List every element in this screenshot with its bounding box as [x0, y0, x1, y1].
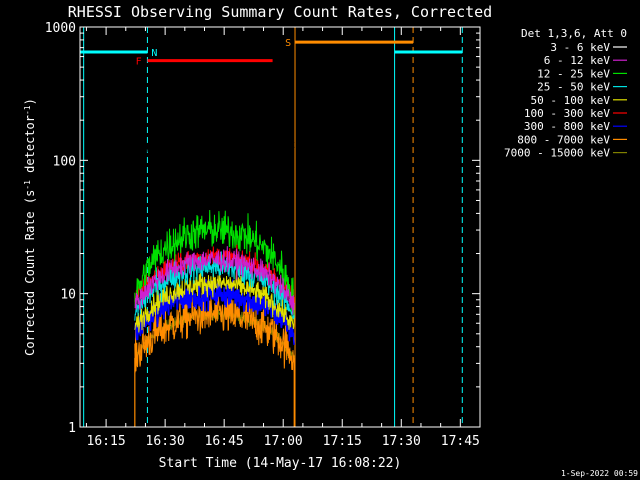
y-tick-label: 10	[60, 288, 76, 303]
footer-timestamp: 1-Sep-2022 00:59	[561, 469, 638, 478]
x-axis-label: Start Time (14-May-17 16:08:22)	[159, 456, 402, 471]
axes: 16:15 16:30 16:45 17:00 17:15 17:30 17:45 1 10 10…	[45, 21, 481, 449]
plot-area: NF S	[80, 27, 463, 427]
legend-label: 100 - 300 keV	[524, 107, 610, 120]
legend-label: 50 - 100 keV	[531, 94, 611, 107]
y-tick-label: 1	[68, 421, 76, 436]
x-tick-label: 17:00	[264, 434, 303, 449]
x-tick-label: 16:45	[205, 434, 244, 449]
legend-label: 7000 - 15000 keV	[504, 147, 610, 160]
x-tick-label: 16:30	[146, 434, 185, 449]
series-line	[134, 278, 295, 345]
flag-label-F: F	[136, 57, 142, 68]
legend-label: 6 - 12 keV	[544, 54, 611, 67]
chart-title: RHESSI Observing Summary Count Rates, Co…	[68, 3, 492, 21]
y-tick-label: 1000	[45, 21, 76, 36]
series-line	[134, 246, 295, 315]
y-axis-label-part: )	[23, 98, 37, 105]
series-line	[134, 288, 295, 373]
y-axis-label-superscript: -1	[23, 180, 32, 190]
x-tick-label: 16:15	[87, 434, 126, 449]
y-tick-label: 100	[53, 154, 76, 169]
y-axis-label: Corrected Count Rate (s-1 detector-1)	[23, 98, 37, 356]
series-line	[134, 251, 295, 321]
legend-label: 12 - 25 keV	[537, 67, 610, 80]
plot-frame	[79, 26, 481, 428]
x-tick-label: 17:30	[382, 434, 421, 449]
legend-label: 800 - 7000 keV	[517, 133, 610, 146]
x-tick-label: 17:45	[441, 434, 480, 449]
flag-label-N: N	[151, 48, 157, 59]
y-axis-label-superscript: -1	[23, 105, 32, 115]
legend-label: 25 - 50 keV	[537, 81, 610, 94]
x-tick-label: 17:15	[323, 434, 362, 449]
y-axis-label-part: Corrected Count Rate (s	[23, 190, 37, 356]
legend-label: 3 - 6 keV	[550, 41, 610, 54]
series-line	[134, 209, 295, 316]
flag-label-S: S	[285, 38, 291, 49]
y-axis-label-part: detector	[23, 115, 37, 180]
series-line-3-6kev	[134, 138, 295, 154]
legend-header: Det 1,3,6, Att 0	[521, 27, 627, 40]
legend-label: 300 - 800 keV	[524, 120, 610, 133]
